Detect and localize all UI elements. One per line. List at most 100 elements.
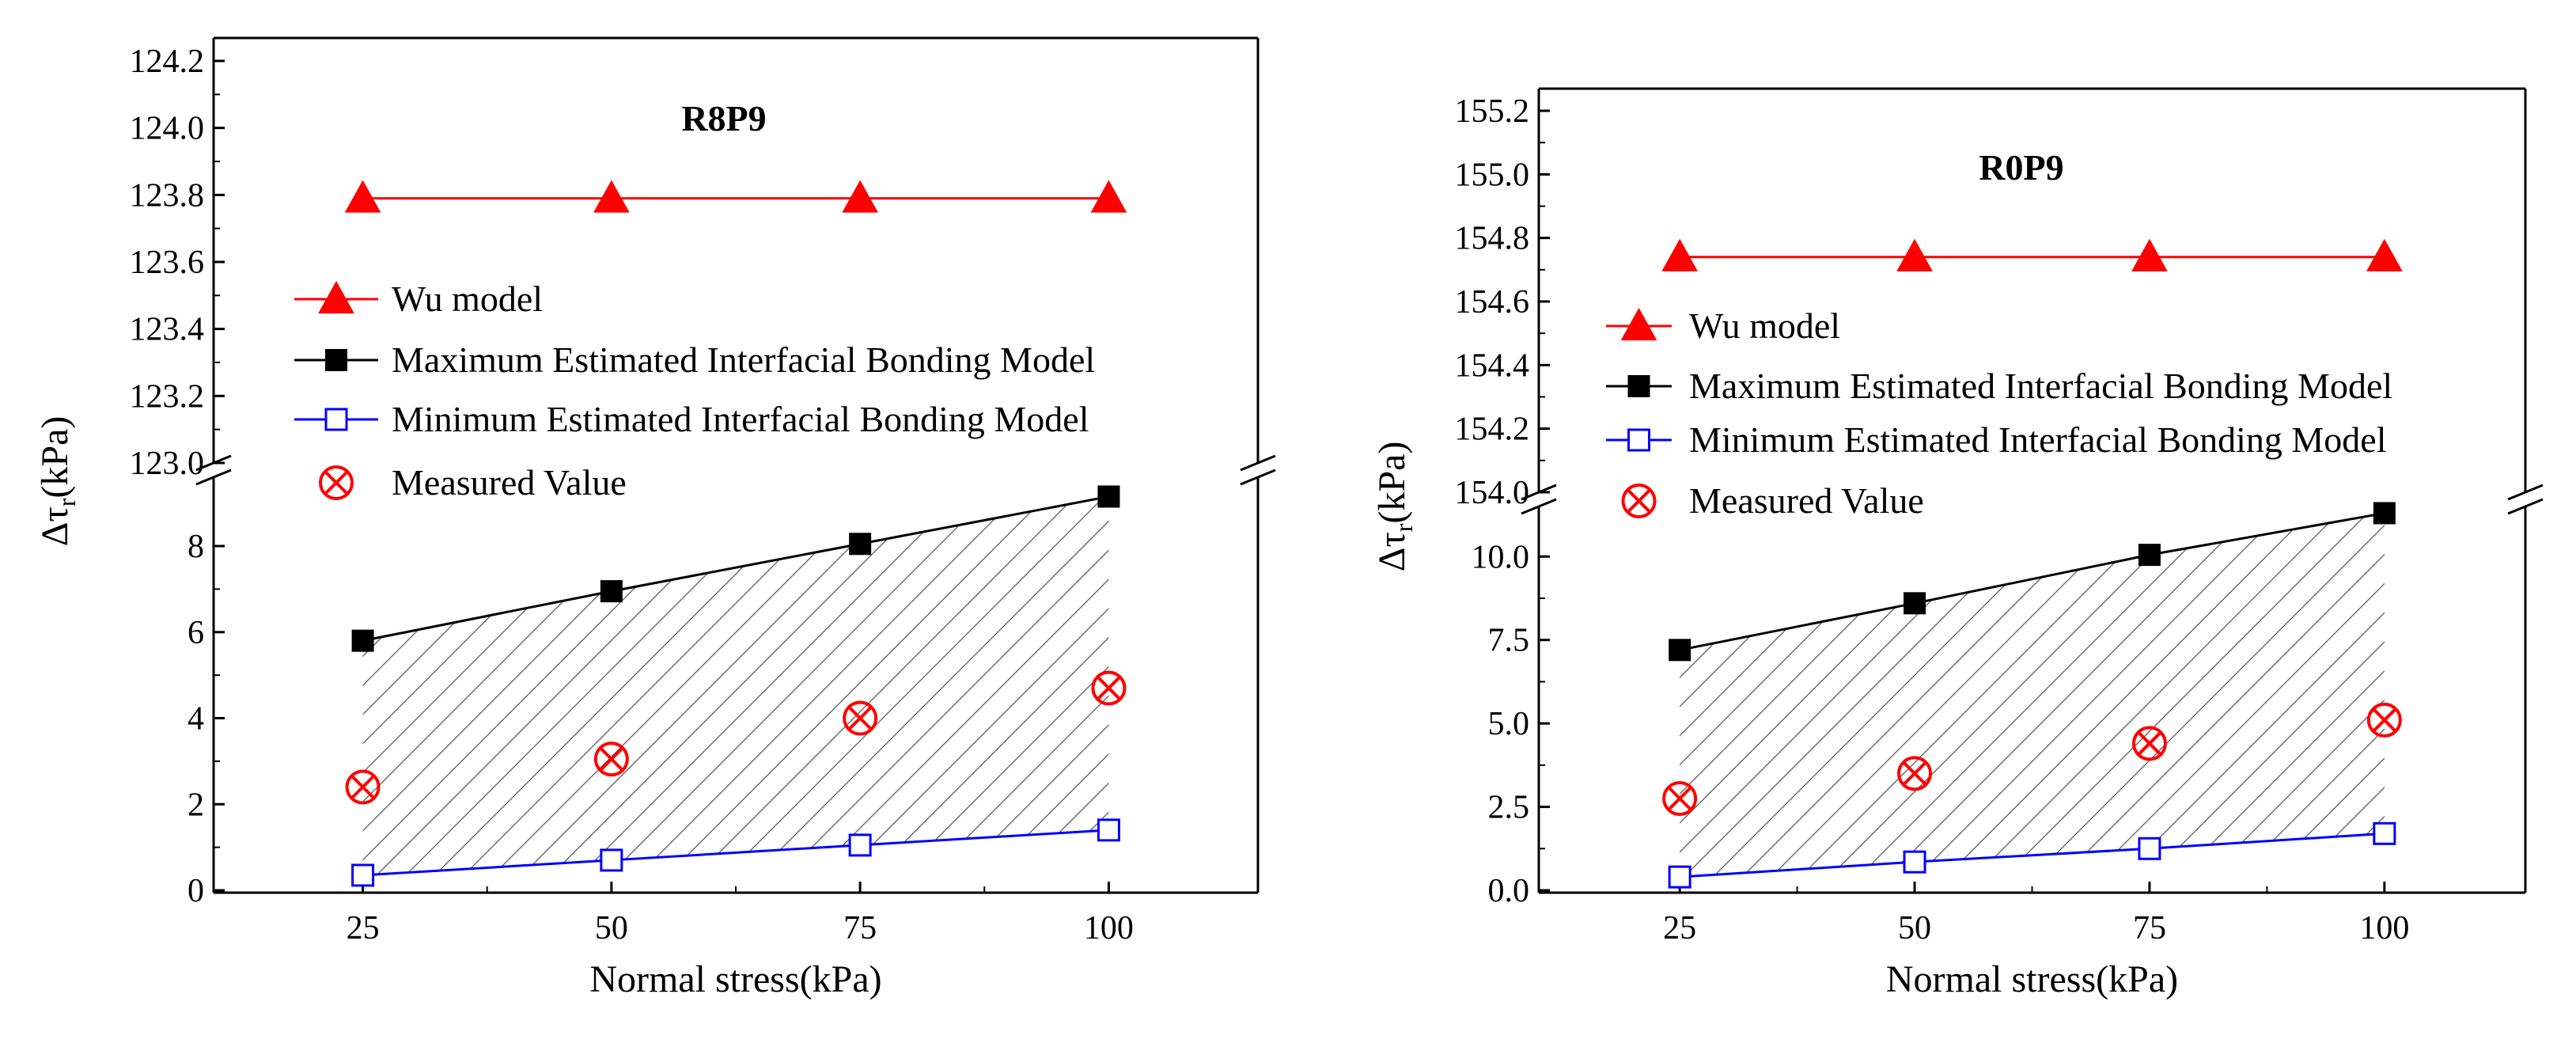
y-tick-label: 154.4 <box>1455 347 1530 384</box>
legend-label: Measured Value <box>1689 480 1924 521</box>
series-3 <box>351 818 1120 887</box>
data-point <box>593 742 629 777</box>
y-tick-label: 4 <box>188 701 204 738</box>
x-axis-label: Normal stress(kPa) <box>589 958 881 1000</box>
y-tick-label: 0.0 <box>1488 873 1530 909</box>
marker-cross-b <box>2372 707 2397 733</box>
marker-circle <box>1897 756 1933 791</box>
series-line <box>362 829 1109 877</box>
legend-marker <box>1620 307 1657 341</box>
marker-circle <box>319 465 354 500</box>
marker-circle <box>1621 484 1657 518</box>
marker-circle <box>2131 726 2167 761</box>
legend: Wu model Maximum Estimated Interfacial Bo… <box>1606 305 2392 521</box>
y-tick-label: 155.0 <box>1455 157 1530 193</box>
y-tick-label: 123.0 <box>130 446 205 482</box>
data-point <box>1097 818 1120 842</box>
y-tick-label: 155.2 <box>1455 93 1530 130</box>
legend-label: Maximum Estimated Interfacial Bonding Mo… <box>1689 366 2392 406</box>
legend-label: Minimum Estimated Interfacial Bonding Mo… <box>1689 419 2387 460</box>
marker-cross-b <box>599 746 624 772</box>
y-tick-label: 154.0 <box>1455 475 1530 511</box>
axis-break-left <box>195 468 232 486</box>
legend: Wu model Maximum Estimated Interfacial Bo… <box>294 279 1095 503</box>
x-tick-label: 50 <box>595 910 628 946</box>
y-tick-label: 0 <box>188 873 204 909</box>
data-point <box>600 848 623 872</box>
hatched-range-region <box>1680 513 2385 878</box>
data-point <box>600 580 623 603</box>
y-tick-label: 123.8 <box>130 177 205 214</box>
data-point <box>849 533 872 556</box>
data-point <box>1897 756 1933 791</box>
legend-marker <box>1627 375 1650 397</box>
series-2 <box>1669 502 2396 662</box>
data-point <box>2138 836 2161 860</box>
data-point <box>2131 238 2168 271</box>
marker-cross-b <box>1902 761 1927 786</box>
marker-cross-b <box>847 706 873 730</box>
chart-1: 123.0 123.2 123.4 123.6 123.8 124.0 124.2 0 2 4 6 8… <box>34 36 1276 1000</box>
hatched-range-region <box>362 496 1109 875</box>
data-point <box>2131 726 2167 761</box>
data-point <box>842 180 878 213</box>
x-tick-label: 25 <box>1663 910 1696 946</box>
y-tick-label: 154.2 <box>1455 412 1530 448</box>
legend-marker <box>318 280 354 314</box>
y-axis-label: Δτr(kPa) <box>1371 442 1418 572</box>
marker-cross-b <box>324 470 349 495</box>
axis-break-right <box>1240 454 1276 472</box>
x-tick-label: 100 <box>2359 910 2409 946</box>
legend-label: Minimum Estimated Interfacial Bonding Mo… <box>392 399 1089 439</box>
y-tick-label: 2.5 <box>1488 790 1530 826</box>
marker-cross-b <box>350 775 375 799</box>
marker-circle <box>2366 702 2402 738</box>
axis-break-right <box>2507 484 2544 501</box>
chart-2: 154.0 154.2 154.4 154.6 154.8 155.0 155.2 0.0 2.… <box>1371 87 2544 1000</box>
data-point <box>1662 781 1698 817</box>
legend-label: Wu model <box>392 279 543 319</box>
y-tick-label: 8 <box>188 529 204 565</box>
data-point <box>1091 670 1127 706</box>
data-point <box>843 700 878 736</box>
marker-circle <box>1091 670 1127 706</box>
data-point <box>2373 821 2396 845</box>
y-tick-label: 2 <box>188 787 204 823</box>
legend-label: Measured Value <box>392 462 627 503</box>
legend-marker <box>319 465 354 500</box>
y-tick-label: 123.4 <box>130 312 205 348</box>
axis-break-right <box>2507 498 2544 515</box>
chart-title: R0P9 <box>1979 147 2063 188</box>
marker-circle <box>843 700 878 736</box>
y-tick-label: 123.6 <box>130 245 205 281</box>
y-tick-label: 10.0 <box>1472 539 1530 575</box>
data-point <box>593 180 630 213</box>
series-1 <box>344 180 1127 213</box>
data-point <box>2373 502 2396 525</box>
data-point <box>1661 238 1698 271</box>
series-3 <box>1668 821 2396 889</box>
data-point <box>345 769 381 805</box>
marker-cross-b <box>1667 786 1692 811</box>
y-tick-label: 5.0 <box>1488 706 1530 742</box>
data-point <box>1904 592 1926 615</box>
data-point <box>2366 702 2402 738</box>
series-line <box>362 495 1109 643</box>
chart-title: R8P9 <box>681 98 766 138</box>
data-point <box>2366 238 2403 271</box>
series-line <box>1680 832 2385 878</box>
legend-label: Wu model <box>1689 305 1840 346</box>
data-point <box>1097 485 1120 508</box>
series-line <box>1679 511 2385 651</box>
data-point <box>344 180 381 213</box>
x-tick-label: 25 <box>347 910 380 946</box>
marker-circle <box>345 769 381 805</box>
marker-circle <box>1662 781 1698 817</box>
legend-marker <box>324 408 348 431</box>
x-tick-label: 75 <box>2133 910 2166 946</box>
y-tick-label: 6 <box>188 615 204 651</box>
axis-break-right <box>1240 468 1276 486</box>
y-tick-label: 124.0 <box>130 111 205 147</box>
data-point <box>1896 238 1933 271</box>
